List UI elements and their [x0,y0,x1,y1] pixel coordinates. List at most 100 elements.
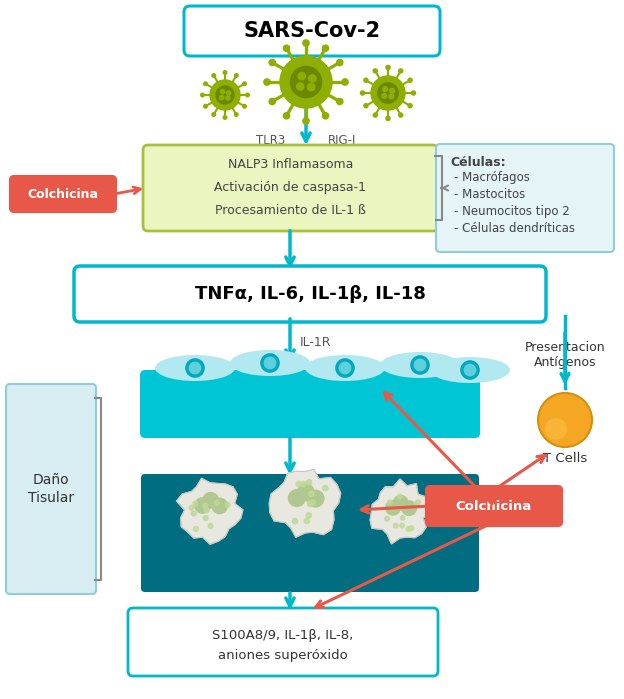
Circle shape [306,480,311,485]
Circle shape [373,113,378,117]
Circle shape [386,66,390,69]
Circle shape [361,91,364,95]
Text: Células:: Células: [450,155,505,168]
Circle shape [235,73,238,78]
Circle shape [336,359,354,377]
Circle shape [296,482,301,487]
Circle shape [309,75,316,82]
Circle shape [461,361,479,379]
Circle shape [303,40,309,46]
Circle shape [246,93,250,96]
Circle shape [399,69,402,73]
FancyBboxPatch shape [143,145,438,231]
Circle shape [212,73,215,78]
Circle shape [298,484,314,500]
Circle shape [223,71,227,74]
Circle shape [261,354,279,372]
Circle shape [303,118,309,124]
Circle shape [323,113,329,119]
Circle shape [225,503,230,507]
Text: - Mastocitos: - Mastocitos [454,189,525,201]
Circle shape [546,419,566,439]
Circle shape [337,59,343,66]
Circle shape [400,524,404,528]
Circle shape [409,526,414,531]
FancyBboxPatch shape [140,370,480,438]
Polygon shape [370,479,430,544]
Circle shape [386,500,400,515]
Circle shape [192,511,196,516]
FancyBboxPatch shape [128,608,438,676]
Circle shape [371,76,405,110]
FancyBboxPatch shape [6,384,96,594]
Circle shape [308,491,314,496]
Circle shape [269,99,275,105]
Circle shape [393,524,398,528]
Circle shape [382,94,387,99]
Text: T Cells: T Cells [543,452,587,466]
Text: Daño: Daño [32,473,69,487]
FancyBboxPatch shape [436,144,614,252]
Circle shape [538,393,592,447]
Text: SARS-Cov-2: SARS-Cov-2 [243,21,381,41]
Circle shape [393,496,408,510]
Ellipse shape [380,352,460,378]
Text: - Neumocitos tipo 2: - Neumocitos tipo 2 [454,206,570,219]
Circle shape [390,88,394,93]
Circle shape [203,82,207,85]
Circle shape [189,362,201,374]
FancyBboxPatch shape [10,176,116,212]
Circle shape [308,501,313,507]
Circle shape [235,113,238,116]
Circle shape [373,69,378,73]
Circle shape [195,498,210,513]
Circle shape [378,82,398,103]
Circle shape [186,359,204,377]
Circle shape [193,501,198,506]
Circle shape [264,79,270,85]
Circle shape [402,501,416,515]
Circle shape [414,359,426,370]
Ellipse shape [305,355,385,381]
Circle shape [203,503,208,508]
Text: Colchicina: Colchicina [27,187,99,201]
Circle shape [208,524,213,528]
Circle shape [386,117,390,120]
Circle shape [201,93,204,96]
Circle shape [411,356,429,374]
Circle shape [389,94,394,99]
Ellipse shape [230,350,310,376]
Ellipse shape [155,355,235,381]
Circle shape [243,104,246,108]
Circle shape [223,116,227,120]
Circle shape [310,500,315,505]
Circle shape [342,79,348,85]
Text: - Células dendríticas: - Células dendríticas [454,222,575,236]
Circle shape [265,357,276,368]
Circle shape [189,505,194,510]
Circle shape [293,519,298,524]
Circle shape [323,45,329,51]
Circle shape [306,513,311,518]
Text: aniones superóxido: aniones superóxido [218,649,348,661]
Circle shape [288,490,305,507]
Circle shape [290,66,321,98]
Circle shape [269,59,275,66]
Circle shape [193,526,198,531]
Text: Colchicina: Colchicina [456,500,532,512]
Text: IL-1R: IL-1R [300,336,331,350]
Circle shape [384,517,389,521]
Circle shape [203,516,208,521]
Circle shape [203,493,218,508]
Circle shape [301,482,306,487]
Circle shape [388,500,392,505]
Circle shape [220,89,225,94]
Circle shape [414,502,419,507]
Text: TLR3: TLR3 [256,134,285,147]
FancyBboxPatch shape [74,266,546,322]
Text: - Macrófagos: - Macrófagos [454,171,530,185]
FancyBboxPatch shape [426,486,562,526]
Circle shape [215,500,220,505]
Polygon shape [177,478,243,545]
Circle shape [280,56,332,108]
